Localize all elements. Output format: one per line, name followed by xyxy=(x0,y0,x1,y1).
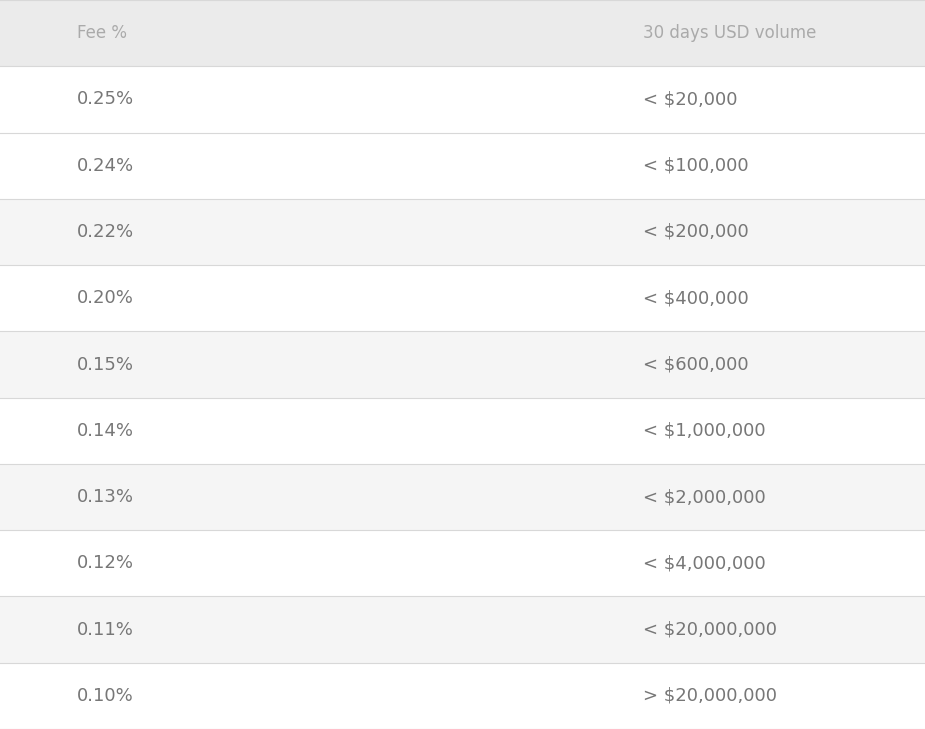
Bar xyxy=(0,530,925,596)
Text: < $4,000,000: < $4,000,000 xyxy=(643,554,766,572)
Text: 0.24%: 0.24% xyxy=(77,157,134,175)
Text: < $400,000: < $400,000 xyxy=(643,289,748,307)
Text: 0.20%: 0.20% xyxy=(77,289,133,307)
Bar xyxy=(0,265,925,332)
Text: < $2,000,000: < $2,000,000 xyxy=(643,488,766,506)
Text: < $200,000: < $200,000 xyxy=(643,223,748,241)
Text: > $20,000,000: > $20,000,000 xyxy=(643,687,777,705)
Text: 0.11%: 0.11% xyxy=(77,620,133,639)
Text: 0.13%: 0.13% xyxy=(77,488,134,506)
Text: 0.10%: 0.10% xyxy=(77,687,133,705)
Bar xyxy=(0,199,925,265)
Bar xyxy=(0,663,925,729)
Text: < $600,000: < $600,000 xyxy=(643,356,748,373)
Text: 0.22%: 0.22% xyxy=(77,223,134,241)
Text: < $1,000,000: < $1,000,000 xyxy=(643,422,766,440)
Text: < $20,000: < $20,000 xyxy=(643,90,737,109)
Bar xyxy=(0,0,925,66)
Text: 0.15%: 0.15% xyxy=(77,356,134,373)
Bar xyxy=(0,66,925,133)
Text: < $20,000,000: < $20,000,000 xyxy=(643,620,777,639)
Text: Fee %: Fee % xyxy=(77,24,127,42)
Bar xyxy=(0,397,925,464)
Text: 30 days USD volume: 30 days USD volume xyxy=(643,24,816,42)
Bar xyxy=(0,596,925,663)
Bar xyxy=(0,464,925,530)
Text: 0.12%: 0.12% xyxy=(77,554,134,572)
Text: 0.25%: 0.25% xyxy=(77,90,134,109)
Text: < $100,000: < $100,000 xyxy=(643,157,748,175)
Bar xyxy=(0,133,925,199)
Text: 0.14%: 0.14% xyxy=(77,422,134,440)
Bar xyxy=(0,332,925,397)
